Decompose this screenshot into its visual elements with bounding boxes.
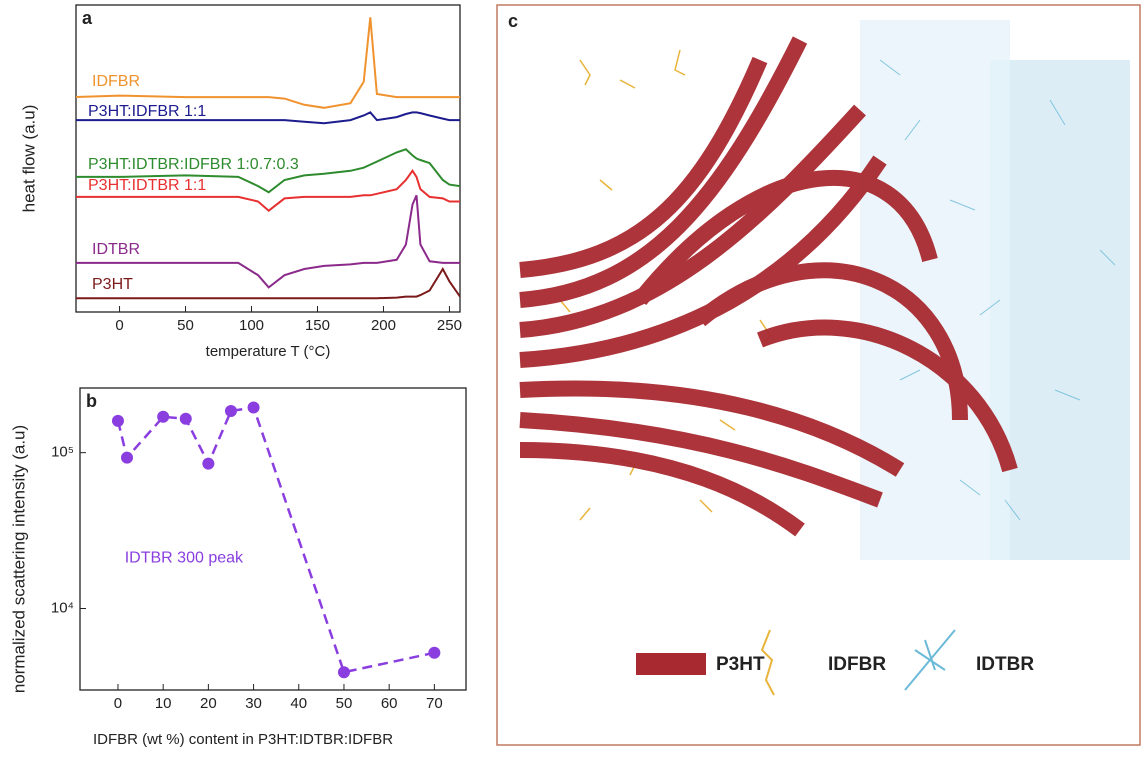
y-tick-label: 10⁴ xyxy=(51,599,74,616)
data-point xyxy=(112,415,124,427)
curve-label: P3HT:IDTBR 1:1 xyxy=(88,177,206,194)
curve xyxy=(73,17,460,108)
panel-label: c xyxy=(508,11,518,31)
x-axis-title: temperature T (°C) xyxy=(206,343,331,360)
trend-line xyxy=(118,408,434,673)
x-tick-label: 0 xyxy=(114,695,122,712)
panel-label: a xyxy=(82,8,93,28)
legend-label: IDFBR xyxy=(828,654,886,675)
data-point xyxy=(225,405,237,417)
x-tick-label: 150 xyxy=(305,317,330,334)
x-tick-label: 200 xyxy=(371,317,396,334)
curve-label: P3HT xyxy=(92,276,133,293)
curve-label: IDFBR xyxy=(92,73,140,90)
panel-label: b xyxy=(86,391,97,411)
x-axis-title: IDFBR (wt %) content in P3HT:IDTBR:IDFBR xyxy=(93,731,393,748)
y-axis-title: heat flow (a.u) xyxy=(19,105,38,213)
annotation: IDTBR 300 peak xyxy=(125,550,244,567)
curve-label: IDTBR xyxy=(92,241,140,258)
figure: c P3HT IDFBR IDTBR a050100150200250tempe… xyxy=(0,0,1145,753)
legend-tube xyxy=(636,653,706,675)
data-point xyxy=(248,401,260,413)
data-point xyxy=(157,411,169,423)
x-tick-label: 250 xyxy=(437,317,462,334)
x-tick-label: 60 xyxy=(381,695,398,712)
x-tick-label: 10 xyxy=(155,695,172,712)
x-tick-label: 40 xyxy=(290,695,307,712)
legend-label: IDTBR xyxy=(976,654,1034,675)
x-tick-label: 30 xyxy=(245,695,262,712)
x-tick-label: 20 xyxy=(200,695,217,712)
x-tick-label: 0 xyxy=(115,317,123,334)
y-tick-label: 10⁵ xyxy=(51,444,74,461)
x-tick-label: 70 xyxy=(426,695,443,712)
plot-frame xyxy=(80,388,466,690)
data-point xyxy=(202,458,214,470)
curve-label: P3HT:IDFBR 1:1 xyxy=(88,103,206,120)
data-point xyxy=(180,413,192,425)
data-point xyxy=(121,452,133,464)
curve-label: P3HT:IDTBR:IDFBR 1:0.7:0.3 xyxy=(88,156,299,173)
x-tick-label: 50 xyxy=(177,317,194,334)
data-point xyxy=(338,666,350,678)
x-tick-label: 50 xyxy=(336,695,353,712)
data-point xyxy=(428,647,440,659)
x-tick-label: 100 xyxy=(239,317,264,334)
y-axis-title: normalized scattering intensity (a.u) xyxy=(9,425,28,693)
legend-label: P3HT xyxy=(716,654,765,675)
